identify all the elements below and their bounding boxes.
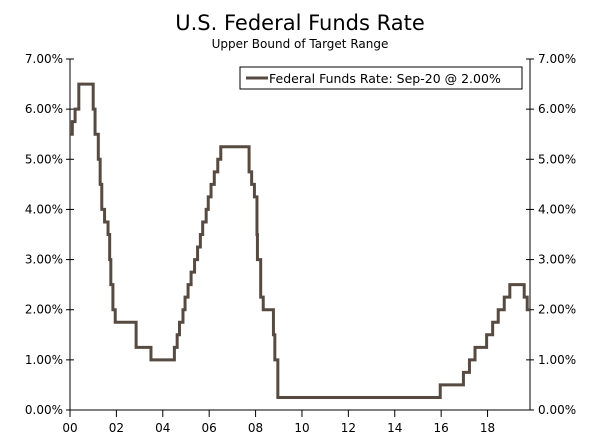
legend: Federal Funds Rate: Sep-20 @ 2.00% [239, 66, 523, 90]
y-tick-label-right: 4.00% [538, 202, 576, 216]
x-tick-label: 08 [248, 421, 263, 435]
y-tick-label-right: 3.00% [538, 253, 576, 267]
y-tick-label-left: 0.00% [25, 403, 63, 417]
x-tick-label: 12 [341, 421, 356, 435]
x-tick-label: 18 [480, 421, 495, 435]
y-tick-label-left: 7.00% [25, 52, 63, 66]
y-tick-label-right: 6.00% [538, 102, 576, 116]
y-tick-label-left: 5.00% [25, 152, 63, 166]
chart-subtitle: Upper Bound of Target Range [212, 37, 389, 51]
x-tick-label: 04 [155, 421, 170, 435]
y-tick-label-right: 1.00% [538, 353, 576, 367]
legend-box [239, 66, 523, 90]
y-tick-label-left: 3.00% [25, 253, 63, 267]
x-tick-label: 16 [434, 421, 449, 435]
x-tick-label: 00 [62, 421, 77, 435]
y-tick-label-right: 0.00% [538, 403, 576, 417]
y-tick-label-left: 6.00% [25, 102, 63, 116]
y-tick-label-left: 1.00% [25, 353, 63, 367]
series-line-federal-funds-rate [70, 82, 530, 399]
y-tick-label-left: 4.00% [25, 202, 63, 216]
y-tick-label-right: 5.00% [538, 152, 576, 166]
x-tick-label: 10 [294, 421, 309, 435]
legend-label: Federal Funds Rate: Sep-20 @ 2.00% [269, 71, 501, 86]
y-tick-label-right: 2.00% [538, 303, 576, 317]
x-tick-label: 14 [387, 421, 402, 435]
y-tick-label-left: 2.00% [25, 303, 63, 317]
x-tick-label: 02 [109, 421, 124, 435]
x-tick-label: 06 [202, 421, 217, 435]
chart-title: U.S. Federal Funds Rate [175, 11, 425, 35]
y-tick-label-right: 7.00% [538, 52, 576, 66]
